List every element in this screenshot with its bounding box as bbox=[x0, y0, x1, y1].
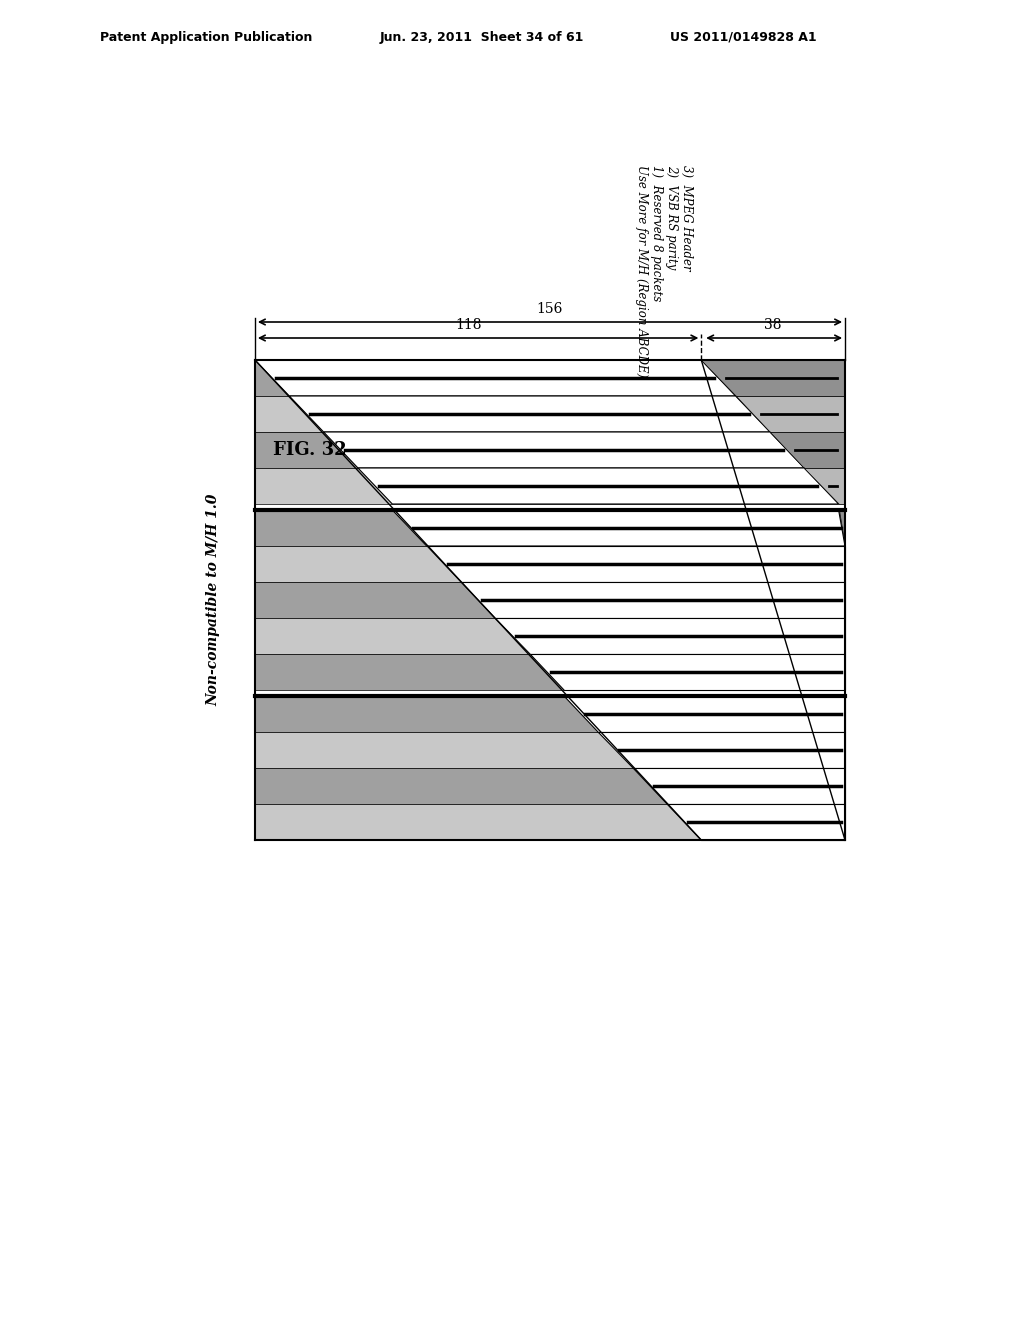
Text: 156: 156 bbox=[537, 302, 563, 315]
Polygon shape bbox=[255, 768, 845, 804]
Text: Use More for M/H (Region ABCDE): Use More for M/H (Region ABCDE) bbox=[635, 165, 648, 378]
Polygon shape bbox=[598, 733, 845, 768]
Polygon shape bbox=[358, 469, 839, 504]
Polygon shape bbox=[255, 733, 845, 768]
Text: 1)  Reserved 8 packets: 1) Reserved 8 packets bbox=[650, 165, 663, 301]
Polygon shape bbox=[770, 432, 845, 469]
Polygon shape bbox=[529, 653, 845, 690]
Polygon shape bbox=[255, 546, 845, 582]
Polygon shape bbox=[461, 582, 845, 618]
Polygon shape bbox=[255, 618, 845, 653]
Text: 118: 118 bbox=[455, 318, 481, 333]
Polygon shape bbox=[255, 469, 845, 504]
Polygon shape bbox=[255, 510, 845, 546]
Polygon shape bbox=[255, 432, 845, 469]
Polygon shape bbox=[633, 768, 845, 804]
Text: Non-compatible to M/H 1.0: Non-compatible to M/H 1.0 bbox=[206, 494, 220, 706]
Polygon shape bbox=[804, 469, 845, 504]
Polygon shape bbox=[496, 618, 845, 653]
Polygon shape bbox=[324, 432, 804, 469]
Polygon shape bbox=[255, 360, 735, 396]
Polygon shape bbox=[427, 546, 845, 582]
Text: 2)  VSB RS parity: 2) VSB RS parity bbox=[665, 165, 678, 269]
Polygon shape bbox=[735, 396, 845, 432]
Polygon shape bbox=[839, 510, 845, 546]
Polygon shape bbox=[255, 653, 845, 690]
Polygon shape bbox=[255, 396, 845, 432]
Text: Jun. 23, 2011  Sheet 34 of 61: Jun. 23, 2011 Sheet 34 of 61 bbox=[380, 30, 585, 44]
Polygon shape bbox=[255, 804, 845, 840]
Polygon shape bbox=[701, 360, 845, 396]
Polygon shape bbox=[255, 582, 845, 618]
Text: 3)  MPEG Header: 3) MPEG Header bbox=[680, 165, 693, 271]
Polygon shape bbox=[564, 696, 845, 733]
Polygon shape bbox=[667, 804, 845, 840]
Text: US 2011/0149828 A1: US 2011/0149828 A1 bbox=[670, 30, 816, 44]
Polygon shape bbox=[392, 510, 845, 546]
Polygon shape bbox=[290, 396, 770, 432]
Text: Patent Application Publication: Patent Application Publication bbox=[100, 30, 312, 44]
Polygon shape bbox=[255, 696, 845, 733]
Polygon shape bbox=[255, 360, 845, 396]
Text: 38: 38 bbox=[764, 318, 782, 333]
Text: FIG. 32: FIG. 32 bbox=[273, 441, 347, 459]
